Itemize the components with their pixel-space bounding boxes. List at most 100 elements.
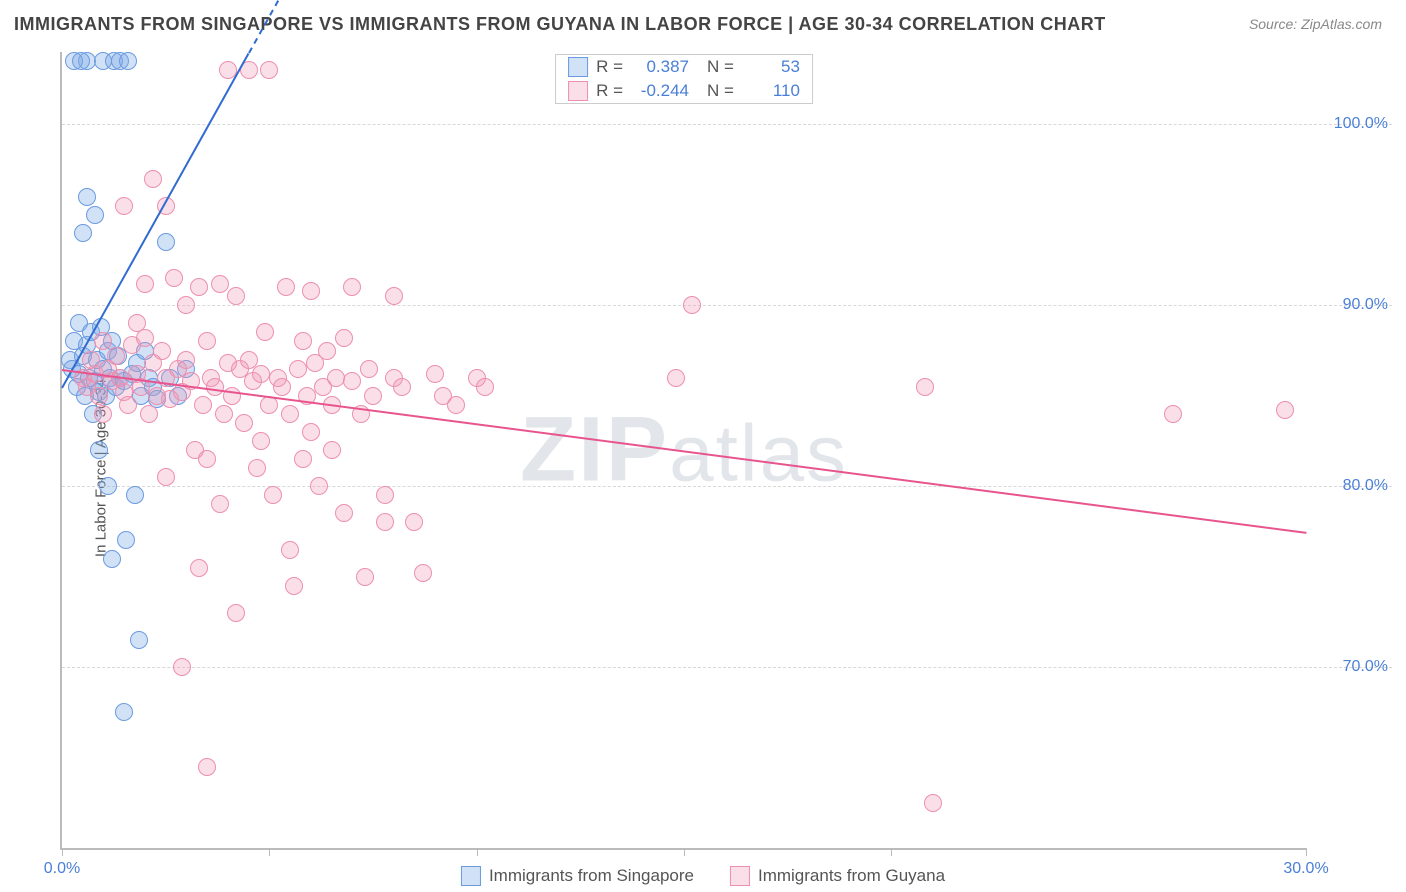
- x-tick: [891, 848, 892, 856]
- data-point: [103, 550, 121, 568]
- data-point: [165, 269, 183, 287]
- gridline: [62, 305, 1392, 306]
- data-point: [190, 278, 208, 296]
- legend-label-singapore: Immigrants from Singapore: [489, 866, 694, 886]
- data-point: [252, 365, 270, 383]
- data-point: [119, 52, 137, 70]
- x-tick: [1306, 848, 1307, 856]
- data-point: [318, 342, 336, 360]
- data-point: [198, 332, 216, 350]
- swatch-singapore: [568, 57, 588, 77]
- data-point: [157, 468, 175, 486]
- data-point: [211, 275, 229, 293]
- data-point: [198, 758, 216, 776]
- r-guyana: -0.244: [631, 81, 689, 101]
- data-point: [173, 658, 191, 676]
- data-point: [343, 372, 361, 390]
- data-point: [119, 396, 137, 414]
- data-point: [343, 278, 361, 296]
- series-legend: Immigrants from Singapore Immigrants fro…: [461, 866, 945, 886]
- data-point: [235, 414, 253, 432]
- data-point: [140, 405, 158, 423]
- swatch-guyana: [568, 81, 588, 101]
- gridline: [62, 667, 1392, 668]
- data-point: [916, 378, 934, 396]
- x-tick: [477, 848, 478, 856]
- data-point: [211, 495, 229, 513]
- plot-area: ZIPatlas R =0.387 N =53 R =-0.244 N =110…: [60, 52, 1306, 850]
- y-tick-label: 70.0%: [1343, 658, 1388, 676]
- data-point: [260, 61, 278, 79]
- data-point: [144, 170, 162, 188]
- data-point: [115, 197, 133, 215]
- regression-line: [62, 369, 1306, 534]
- data-point: [190, 559, 208, 577]
- legend-item-guyana: Immigrants from Guyana: [730, 866, 945, 886]
- stats-row-guyana: R =-0.244 N =110: [556, 79, 812, 103]
- gridline: [62, 486, 1392, 487]
- data-point: [227, 287, 245, 305]
- legend-item-singapore: Immigrants from Singapore: [461, 866, 694, 886]
- data-point: [264, 486, 282, 504]
- data-point: [360, 360, 378, 378]
- data-point: [376, 486, 394, 504]
- y-tick-label: 90.0%: [1343, 296, 1388, 314]
- data-point: [128, 314, 146, 332]
- data-point: [683, 296, 701, 314]
- data-point: [107, 347, 125, 365]
- data-point: [385, 287, 403, 305]
- data-point: [426, 365, 444, 383]
- data-point: [277, 278, 295, 296]
- data-point: [194, 396, 212, 414]
- data-point: [157, 233, 175, 251]
- chart-container: In Labor Force | Age 30-34 ZIPatlas R =0…: [14, 44, 1392, 892]
- data-point: [302, 423, 320, 441]
- data-point: [335, 504, 353, 522]
- data-point: [1164, 405, 1182, 423]
- data-point: [86, 206, 104, 224]
- data-point: [117, 531, 135, 549]
- data-point: [281, 405, 299, 423]
- data-point: [177, 351, 195, 369]
- x-tick: [269, 848, 270, 856]
- legend-swatch-guyana: [730, 866, 750, 886]
- data-point: [90, 387, 108, 405]
- data-point: [364, 387, 382, 405]
- data-point: [206, 378, 224, 396]
- data-point: [273, 378, 291, 396]
- data-point: [248, 459, 266, 477]
- data-point: [393, 378, 411, 396]
- data-point: [302, 282, 320, 300]
- data-point: [294, 332, 312, 350]
- y-tick-label: 80.0%: [1343, 477, 1388, 495]
- data-point: [310, 477, 328, 495]
- x-tick-label: 0.0%: [44, 860, 80, 878]
- data-point: [153, 342, 171, 360]
- data-point: [1276, 401, 1294, 419]
- data-point: [130, 631, 148, 649]
- legend-swatch-singapore: [461, 866, 481, 886]
- data-point: [414, 564, 432, 582]
- data-point: [74, 224, 92, 242]
- data-point: [281, 541, 299, 559]
- x-tick: [62, 848, 63, 856]
- data-point: [126, 486, 144, 504]
- data-point: [72, 52, 90, 70]
- data-point: [227, 604, 245, 622]
- data-point: [667, 369, 685, 387]
- data-point: [924, 794, 942, 812]
- data-point: [256, 323, 274, 341]
- r-singapore: 0.387: [631, 57, 689, 77]
- legend-label-guyana: Immigrants from Guyana: [758, 866, 945, 886]
- data-point: [78, 188, 96, 206]
- data-point: [447, 396, 465, 414]
- source-attribution: Source: ZipAtlas.com: [1249, 16, 1382, 32]
- x-tick-label: 30.0%: [1283, 860, 1328, 878]
- data-point: [285, 577, 303, 595]
- stats-legend: R =0.387 N =53 R =-0.244 N =110: [555, 54, 813, 104]
- data-point: [289, 360, 307, 378]
- data-point: [252, 432, 270, 450]
- data-point: [215, 405, 233, 423]
- y-tick-label: 100.0%: [1334, 115, 1388, 133]
- data-point: [405, 513, 423, 531]
